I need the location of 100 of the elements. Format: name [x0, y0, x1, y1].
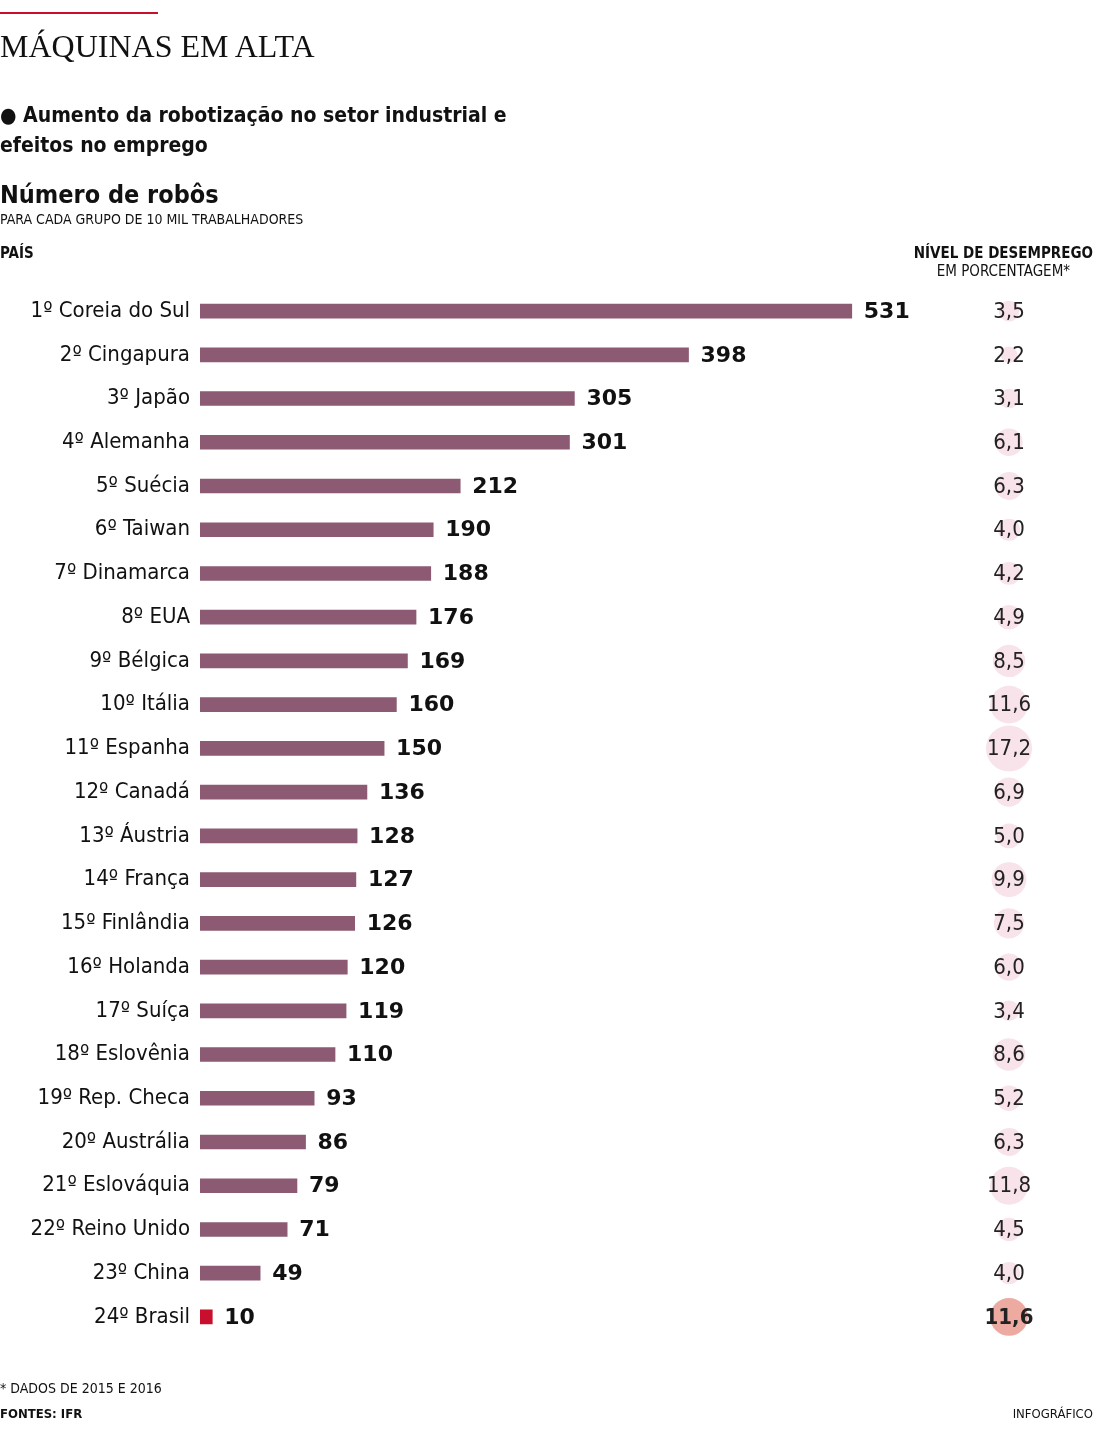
y-tick-label: 4º Alemanha	[61, 427, 190, 453]
data-label: 11,6	[984, 1303, 1034, 1329]
bar	[200, 959, 348, 975]
data-label: 398	[700, 341, 747, 367]
y-tick-label: 11º Espanha	[64, 734, 190, 760]
data-label: 6,0	[993, 953, 1025, 979]
data-label: 3,5	[993, 297, 1025, 323]
data-label: 11,8	[986, 1172, 1032, 1198]
data-label: 6,3	[993, 472, 1025, 498]
data-label: 8,6	[993, 1041, 1025, 1067]
data-label: 150	[396, 735, 443, 761]
text: EM PORCENTAGEM*	[935, 262, 1072, 280]
bar	[200, 916, 355, 931]
data-label: 86	[317, 1128, 349, 1154]
y-tick-label: 9º Bélgica	[89, 646, 190, 672]
data-label: 3,4	[993, 997, 1025, 1023]
data-label: 8,5	[993, 647, 1025, 673]
data-label: 126	[366, 910, 413, 936]
text: ● Aumento da robotização no setor industrial e efeitos no emprego	[0, 102, 508, 159]
data-label: 4,2	[993, 560, 1025, 586]
bar	[200, 609, 417, 625]
bar	[200, 1178, 298, 1194]
bar	[200, 1265, 261, 1281]
data-label: 49	[272, 1259, 303, 1285]
data-label: 120	[359, 953, 406, 979]
data-label: 176	[428, 603, 474, 629]
text: NÍVEL DE DESEMPREGO	[913, 244, 1093, 262]
bar	[200, 1309, 213, 1325]
bar	[200, 522, 434, 538]
chart-subtitle: PARA CADA GRUPO DE 10 MIL TRABALHADORES	[0, 211, 304, 227]
data-label: 5,0	[993, 822, 1025, 848]
data-label: 212	[472, 472, 519, 498]
data-label: 110	[347, 1041, 393, 1067]
y-tick-label: 23º China	[92, 1258, 190, 1284]
data-label: 6,1	[993, 428, 1025, 454]
y-tick-label: 14º França	[83, 865, 190, 891]
y-tick-label: 3º Japão	[107, 384, 190, 410]
y-tick-label: 5º Suécia	[95, 471, 190, 497]
y-tick-label: 17º Suíça	[95, 996, 190, 1022]
bar	[200, 303, 853, 319]
y-tick-label: 22º Reino Unido	[30, 1215, 190, 1241]
y-tick-label: 10º Itália	[100, 690, 190, 716]
y-tick-label: 24º Brasil	[94, 1302, 190, 1328]
data-label: 4,0	[993, 1259, 1025, 1285]
data-label: 127	[367, 866, 414, 892]
y-tick-label: 19º Rep. Checa	[37, 1083, 190, 1109]
data-label: 17,2	[986, 735, 1032, 761]
data-label: 119	[358, 997, 405, 1023]
text: INFOGRÁFICO	[1012, 1406, 1093, 1421]
data-label: 128	[369, 822, 416, 848]
y-tick-label: 15º Finlândia	[61, 909, 190, 935]
data-label: 11,6	[986, 691, 1032, 717]
data-label: 71	[299, 1216, 330, 1242]
bar	[200, 1134, 306, 1150]
y-tick-label: 21º Eslováquia	[42, 1171, 190, 1197]
y-tick-label: 18º Eslovênia	[54, 1040, 190, 1066]
bar	[200, 1222, 288, 1237]
text: FONTES: IFR	[0, 1406, 83, 1421]
data-label: 190	[445, 516, 492, 542]
data-label: 169	[419, 647, 466, 673]
bar	[200, 1090, 315, 1106]
data-label: 301	[581, 428, 628, 454]
text: * DADOS DE 2015 E 2016	[0, 1380, 162, 1396]
bar	[200, 653, 408, 669]
bar	[200, 872, 357, 887]
data-label: 136	[378, 778, 425, 804]
data-label: 79	[308, 1172, 340, 1198]
data-label: 531	[863, 297, 910, 323]
y-tick-label: 1º Coreia do Sul	[30, 296, 190, 322]
y-tick-label: 7º Dinamarca	[54, 559, 190, 585]
data-label: 188	[442, 560, 489, 586]
bar	[200, 828, 358, 844]
y-tick-label: 2º Cingapura	[59, 340, 190, 366]
bar	[200, 784, 368, 800]
bar	[200, 434, 570, 450]
bar	[200, 1003, 347, 1019]
y-tick-label: 6º Taiwan	[94, 515, 190, 541]
data-label: 4,0	[993, 516, 1025, 542]
data-label: 3,1	[993, 385, 1025, 411]
y-axis-title: PAÍS	[0, 244, 34, 262]
data-label: 2,2	[993, 341, 1025, 367]
bar	[200, 478, 461, 494]
data-label: 305	[586, 385, 633, 411]
data-label: 5,2	[993, 1084, 1025, 1110]
y-tick-label: 20º Austrália	[61, 1127, 190, 1153]
bar	[200, 741, 385, 756]
bar	[200, 697, 397, 712]
data-label: 10	[224, 1303, 255, 1329]
y-tick-label: 8º EUA	[121, 602, 191, 628]
bar	[200, 566, 432, 581]
bar	[200, 347, 689, 363]
chart-title: Número de robôs	[0, 180, 219, 209]
data-label: 7,5	[993, 910, 1025, 936]
data-label: 160	[408, 691, 455, 717]
y-tick-label: 16º Holanda	[67, 952, 190, 978]
data-label: 93	[326, 1084, 357, 1110]
data-label: 6,3	[993, 1128, 1025, 1154]
data-label: 4,9	[993, 603, 1025, 629]
data-label: 9,9	[993, 866, 1025, 892]
bar	[200, 1047, 336, 1062]
